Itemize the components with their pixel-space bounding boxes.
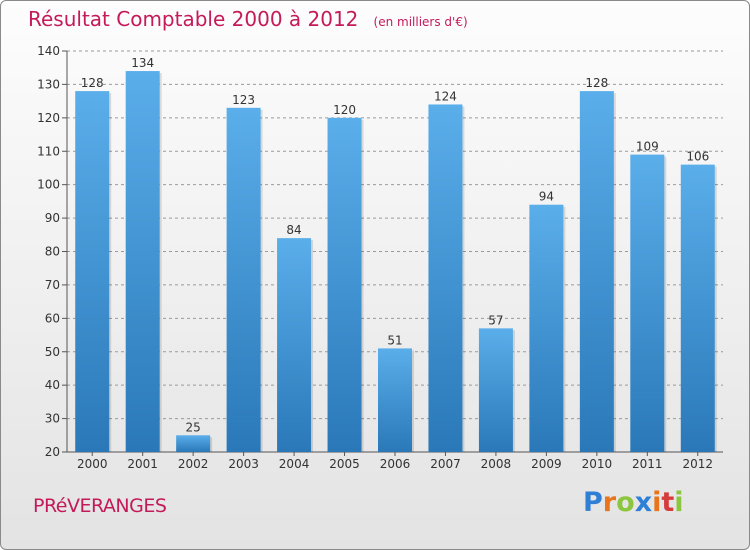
y-tick-label: 50 bbox=[45, 345, 60, 359]
x-tick-label-2007: 2007 bbox=[430, 457, 461, 471]
x-tick-label-2005: 2005 bbox=[329, 457, 360, 471]
x-tick-label-2008: 2008 bbox=[481, 457, 512, 471]
y-tick-label: 20 bbox=[45, 445, 60, 459]
bar-2004 bbox=[277, 238, 312, 452]
logo-letter: i bbox=[652, 487, 662, 518]
y-tick-label: 120 bbox=[37, 111, 60, 125]
bar-2007 bbox=[428, 104, 463, 452]
y-tick-label: 30 bbox=[45, 412, 60, 426]
chart-title: Résultat Comptable 2000 à 2012 bbox=[28, 7, 359, 31]
x-tick-label-2002: 2002 bbox=[178, 457, 209, 471]
value-label-2005: 120 bbox=[333, 103, 356, 117]
value-label-2002: 25 bbox=[186, 420, 201, 434]
bar-2003 bbox=[226, 107, 261, 452]
bar-2002 bbox=[176, 435, 211, 452]
x-tick-label-2004: 2004 bbox=[279, 457, 310, 471]
y-tick-label: 70 bbox=[45, 278, 60, 292]
value-label-2008: 57 bbox=[488, 313, 503, 327]
logo-letter: P bbox=[583, 487, 603, 518]
bar-2005 bbox=[327, 117, 362, 452]
bars bbox=[75, 71, 717, 453]
y-tick-label: 130 bbox=[37, 77, 60, 91]
y-tick-label: 90 bbox=[45, 211, 60, 225]
x-tick-label-2011: 2011 bbox=[632, 457, 663, 471]
bar-2008 bbox=[478, 328, 513, 452]
value-label-2007: 124 bbox=[434, 89, 457, 103]
y-tick-label: 110 bbox=[37, 144, 60, 158]
value-label-2012: 106 bbox=[686, 150, 709, 164]
commune-name: PRéVERANGES bbox=[33, 495, 167, 517]
value-label-2006: 51 bbox=[387, 333, 402, 347]
logo-letter: i bbox=[674, 487, 684, 518]
bar-2000 bbox=[75, 91, 110, 452]
chart-subtitle: (en milliers d'€) bbox=[373, 15, 468, 29]
bar-2009 bbox=[529, 204, 564, 452]
value-label-2011: 109 bbox=[636, 140, 659, 154]
bar-2012 bbox=[680, 164, 715, 452]
y-tick-label: 60 bbox=[45, 311, 60, 325]
x-tick-label-2010: 2010 bbox=[582, 457, 613, 471]
value-label-2009: 94 bbox=[539, 190, 554, 204]
y-tick-label: 100 bbox=[37, 178, 60, 192]
logo-letter: t bbox=[661, 487, 675, 518]
x-tick-label-2006: 2006 bbox=[380, 457, 411, 471]
chart-header: Résultat Comptable 2000 à 2012 (en milli… bbox=[28, 7, 468, 31]
value-label-2001: 134 bbox=[131, 56, 154, 70]
bar-2001 bbox=[125, 71, 160, 453]
x-tick-label-2000: 2000 bbox=[77, 457, 108, 471]
bar-2010 bbox=[579, 91, 614, 452]
y-tick-label: 140 bbox=[37, 44, 60, 58]
value-label-2000: 128 bbox=[81, 76, 104, 90]
value-label-2004: 84 bbox=[286, 223, 301, 237]
proxiti-logo[interactable]: Proxiti bbox=[583, 487, 684, 518]
x-tick-label-2003: 2003 bbox=[228, 457, 259, 471]
value-label-2003: 123 bbox=[232, 93, 255, 107]
labels: 128 134 25 123 84 120 51 124 57 94 128 109 106 bbox=[81, 56, 709, 434]
bar-2006 bbox=[378, 348, 412, 452]
x-tick-label-2001: 2001 bbox=[127, 457, 158, 471]
logo-letter: o bbox=[616, 487, 635, 518]
y-tick-label: 80 bbox=[45, 245, 60, 259]
value-label-2010: 128 bbox=[585, 76, 608, 90]
bar-2011 bbox=[630, 154, 665, 452]
logo-letter: x bbox=[634, 487, 653, 518]
x-tick-label-2009: 2009 bbox=[531, 457, 562, 471]
x-tick-label-2012: 2012 bbox=[682, 457, 713, 471]
logo-letter: r bbox=[602, 487, 617, 518]
y-tick-label: 40 bbox=[45, 378, 60, 392]
